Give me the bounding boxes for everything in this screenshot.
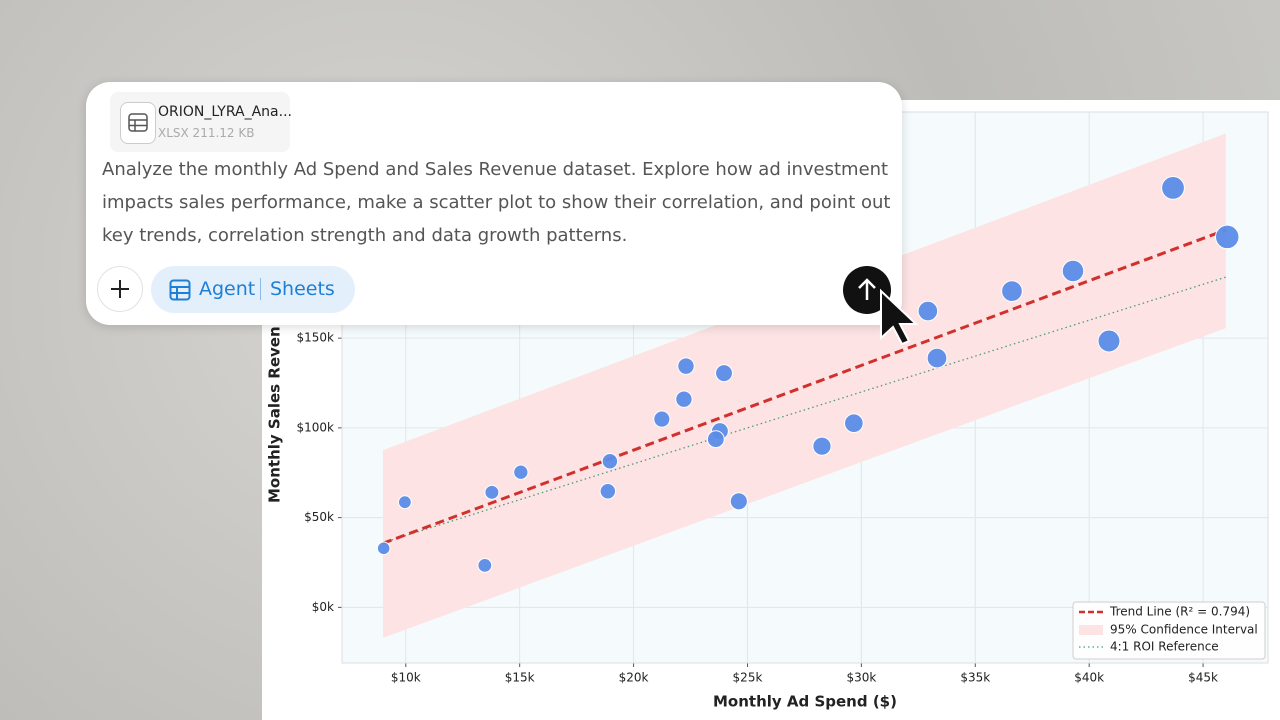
file-meta: XLSX 211.12 KB	[158, 126, 255, 140]
x-tick-label: $40k	[1074, 671, 1104, 685]
point	[844, 413, 864, 434]
legend-label: Trend Line (R² = 0.794)	[1109, 605, 1250, 619]
agent-mode[interactable]: Agent Sheets	[151, 266, 355, 313]
plus-icon	[111, 280, 129, 298]
point	[599, 483, 617, 500]
tool-label: Sheets	[270, 278, 335, 300]
point	[675, 390, 693, 408]
roi-reference-line	[382, 276, 1227, 544]
point	[926, 347, 948, 369]
legend-swatch	[1079, 625, 1103, 635]
y-axis-label: Monthly Sales Reven	[266, 326, 284, 503]
prompt-line: Analyze the monthly Ad Spend and Sales R…	[102, 159, 889, 180]
x-axis-label: Monthly Ad Spend ($)	[713, 693, 897, 711]
point	[1097, 329, 1121, 353]
attachment[interactable]: ORION_LYRA_Ana... XLSX 211.12 KB	[110, 92, 292, 152]
data	[376, 133, 1240, 638]
agent-label: Agent	[199, 278, 256, 300]
y-tick-label: $0k	[312, 600, 334, 614]
y-tick-label: $50k	[304, 510, 334, 524]
table-icon	[128, 113, 148, 132]
trend-line	[382, 228, 1227, 545]
y-tick-label: $100k	[297, 420, 335, 434]
x-tick-label: $15k	[505, 671, 535, 685]
x-tick-label: $35k	[960, 671, 990, 685]
point	[1214, 224, 1240, 250]
x-tick-label: $20k	[619, 671, 649, 685]
x-tick-label: $25k	[733, 671, 763, 685]
mouse-cursor	[880, 288, 919, 346]
legend-label: 95% Confidence Interval	[1110, 623, 1258, 637]
point	[706, 430, 725, 449]
point	[812, 436, 832, 456]
point	[513, 464, 529, 480]
x-tick-label: $30k	[846, 671, 876, 685]
prompt-line: impacts sales performance, make a scatte…	[102, 192, 891, 213]
point	[715, 364, 733, 383]
legend-label: 4:1 ROI Reference	[1110, 640, 1219, 654]
point	[477, 557, 493, 573]
arrow-up-icon	[858, 278, 876, 300]
point	[601, 453, 619, 470]
point	[917, 300, 939, 322]
file-name: ORION_LYRA_Ana...	[158, 104, 292, 120]
point	[1061, 259, 1085, 283]
point	[397, 495, 412, 510]
legend: Trend Line (R² = 0.794) 95% Confidence In…	[1072, 601, 1266, 660]
point	[653, 410, 671, 428]
prompt-card: ORION_LYRA_Ana... XLSX 211.12 KB Analyze…	[86, 82, 902, 325]
prompt-line: key trends, correlation strength and dat…	[102, 225, 628, 246]
point	[484, 484, 500, 500]
add-button[interactable]	[97, 266, 143, 312]
point	[1001, 280, 1023, 302]
y-tick-label: $150k	[297, 331, 335, 345]
point	[376, 541, 391, 556]
x-tick-label: $45k	[1188, 671, 1218, 685]
file-icon	[120, 102, 156, 144]
divider	[260, 278, 261, 300]
point	[677, 357, 695, 375]
point	[729, 492, 748, 511]
sheet-icon	[169, 279, 191, 301]
point	[1161, 176, 1185, 200]
x-tick-label: $10k	[391, 671, 421, 685]
legend-box	[1072, 601, 1266, 660]
